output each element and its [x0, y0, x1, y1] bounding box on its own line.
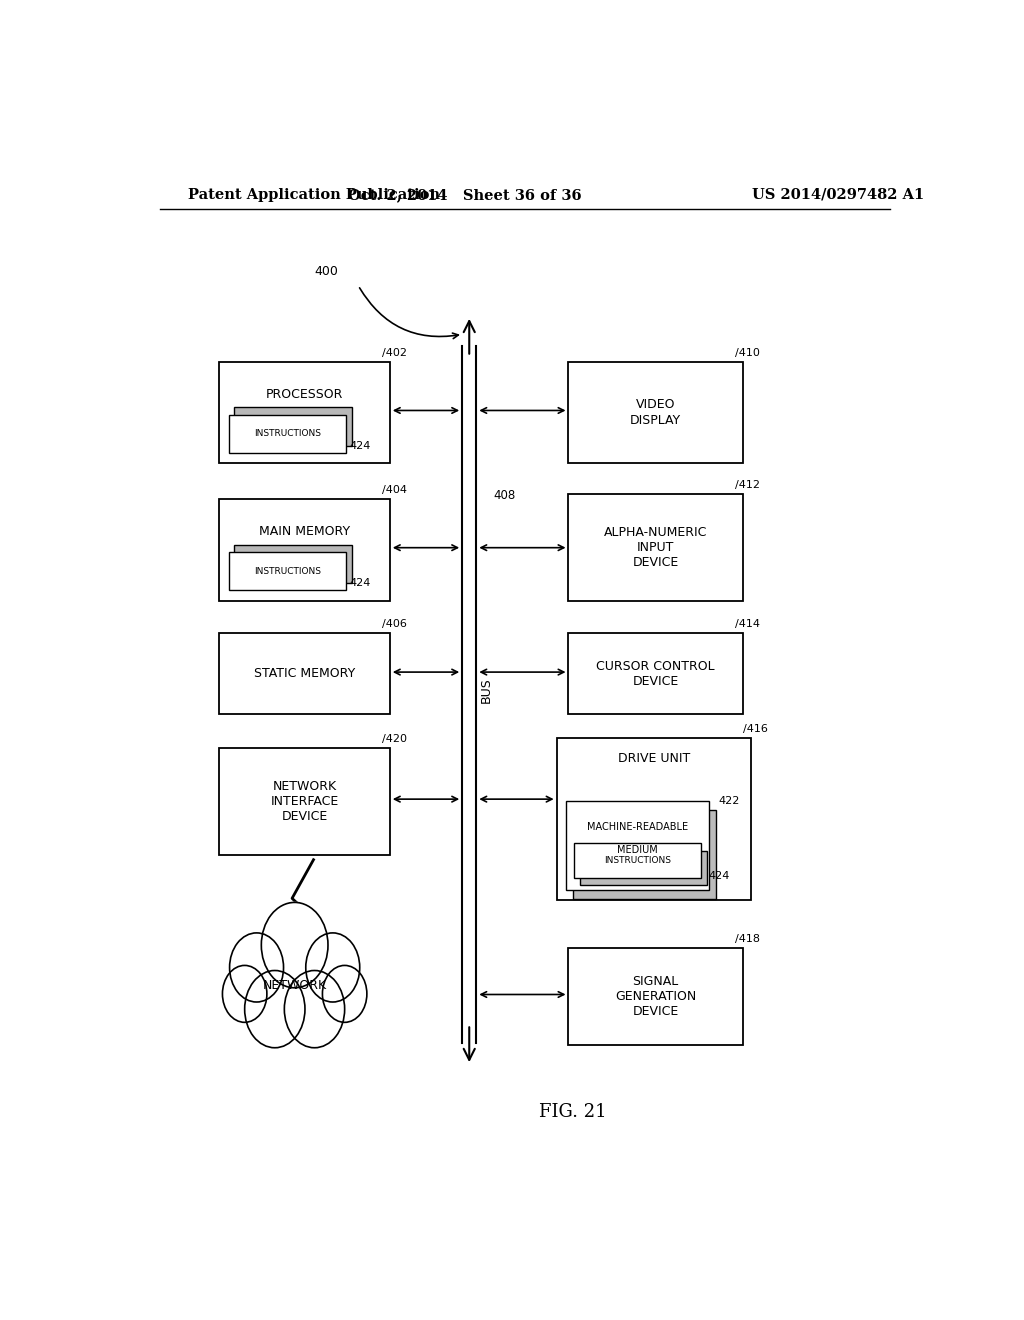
- FancyBboxPatch shape: [568, 948, 743, 1044]
- FancyBboxPatch shape: [568, 494, 743, 601]
- Text: 424: 424: [349, 578, 371, 589]
- Circle shape: [245, 970, 305, 1048]
- FancyBboxPatch shape: [557, 738, 751, 900]
- Text: MEDIUM: MEDIUM: [617, 845, 657, 854]
- Text: 422: 422: [719, 796, 739, 805]
- Text: BUS: BUS: [480, 677, 494, 704]
- Text: STATIC MEMORY: STATIC MEMORY: [254, 667, 355, 680]
- Text: NETWORK
INTERFACE
DEVICE: NETWORK INTERFACE DEVICE: [270, 780, 339, 822]
- Text: MACHINE-READABLE: MACHINE-READABLE: [587, 822, 688, 832]
- Circle shape: [261, 903, 328, 987]
- Circle shape: [323, 965, 367, 1022]
- FancyBboxPatch shape: [228, 552, 346, 590]
- Circle shape: [222, 965, 267, 1022]
- Text: US 2014/0297482 A1: US 2014/0297482 A1: [753, 187, 925, 202]
- FancyBboxPatch shape: [568, 362, 743, 463]
- FancyBboxPatch shape: [234, 545, 352, 583]
- Text: /416: /416: [743, 723, 768, 734]
- Text: /410: /410: [735, 347, 760, 358]
- Text: 424: 424: [349, 441, 371, 451]
- FancyBboxPatch shape: [219, 499, 390, 601]
- Text: 408: 408: [494, 490, 515, 503]
- Text: Oct. 2, 2014   Sheet 36 of 36: Oct. 2, 2014 Sheet 36 of 36: [348, 187, 582, 202]
- Text: INSTRUCTIONS: INSTRUCTIONS: [604, 857, 671, 865]
- FancyBboxPatch shape: [573, 810, 716, 899]
- Circle shape: [229, 933, 284, 1002]
- Circle shape: [306, 933, 359, 1002]
- Text: 400: 400: [314, 265, 338, 279]
- FancyBboxPatch shape: [219, 634, 390, 714]
- FancyBboxPatch shape: [219, 748, 390, 854]
- Text: CURSOR CONTROL
DEVICE: CURSOR CONTROL DEVICE: [596, 660, 715, 688]
- Text: /404: /404: [382, 484, 407, 495]
- Text: INSTRUCTIONS: INSTRUCTIONS: [254, 429, 321, 438]
- Text: PROCESSOR: PROCESSOR: [266, 388, 343, 401]
- Text: ALPHA-NUMERIC
INPUT
DEVICE: ALPHA-NUMERIC INPUT DEVICE: [604, 525, 708, 569]
- FancyBboxPatch shape: [580, 850, 707, 886]
- Text: NETWORK: NETWORK: [262, 979, 327, 993]
- FancyBboxPatch shape: [566, 801, 709, 890]
- Text: /406: /406: [382, 619, 407, 630]
- Text: FIG. 21: FIG. 21: [539, 1102, 606, 1121]
- Text: DRIVE UNIT: DRIVE UNIT: [617, 751, 690, 764]
- Text: /414: /414: [735, 619, 760, 630]
- Text: MAIN MEMORY: MAIN MEMORY: [259, 525, 350, 539]
- Text: /412: /412: [735, 479, 760, 490]
- FancyBboxPatch shape: [228, 414, 346, 453]
- Text: /418: /418: [735, 935, 760, 944]
- Text: Patent Application Publication: Patent Application Publication: [187, 187, 439, 202]
- Text: INSTRUCTIONS: INSTRUCTIONS: [254, 566, 321, 576]
- FancyBboxPatch shape: [219, 362, 390, 463]
- Circle shape: [285, 970, 345, 1048]
- Text: /402: /402: [382, 347, 407, 358]
- Text: /420: /420: [382, 734, 407, 744]
- FancyBboxPatch shape: [568, 634, 743, 714]
- FancyBboxPatch shape: [574, 843, 701, 878]
- FancyBboxPatch shape: [234, 408, 352, 446]
- Text: VIDEO
DISPLAY: VIDEO DISPLAY: [630, 399, 681, 426]
- Text: SIGNAL
GENERATION
DEVICE: SIGNAL GENERATION DEVICE: [615, 975, 696, 1018]
- Text: 424: 424: [709, 871, 730, 880]
